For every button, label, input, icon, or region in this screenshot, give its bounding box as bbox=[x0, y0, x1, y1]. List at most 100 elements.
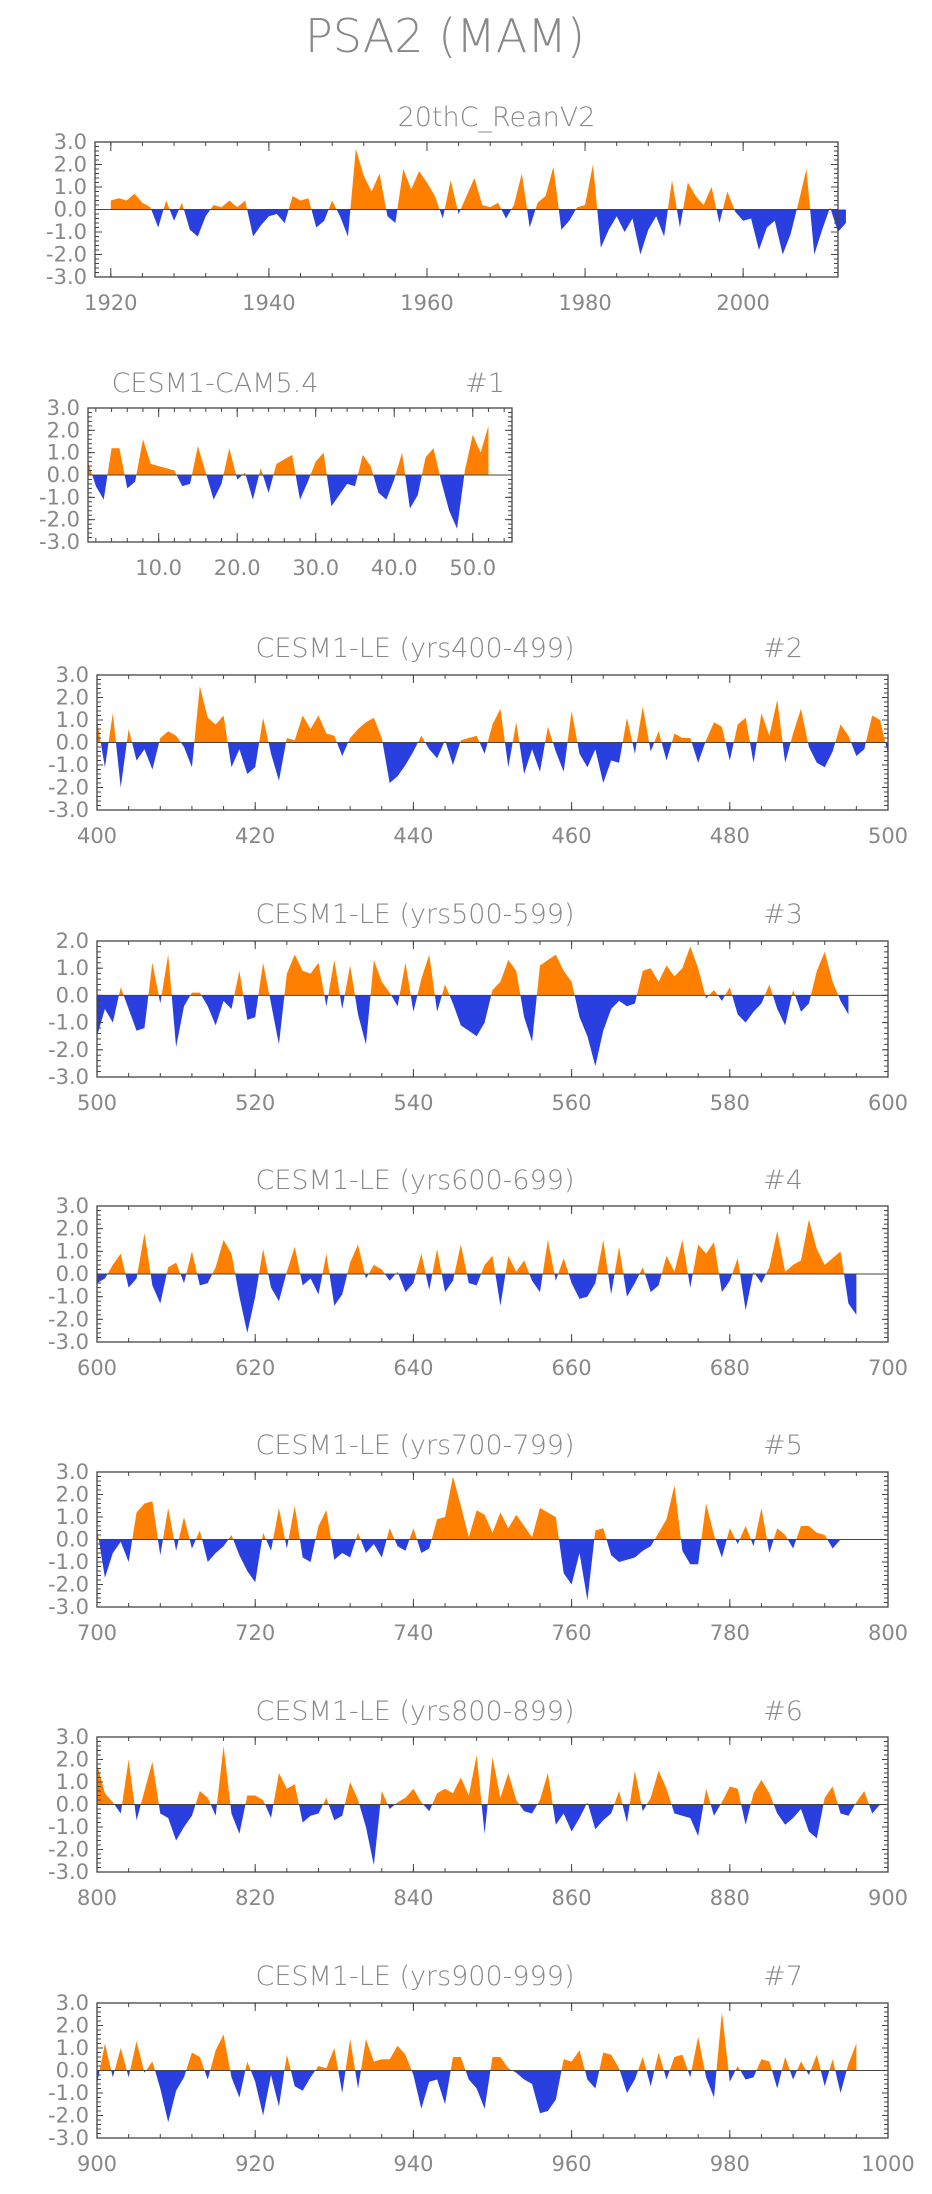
negative-area-30 bbox=[574, 995, 637, 1067]
positive-area-2 bbox=[122, 1759, 135, 1805]
negative-area-26 bbox=[441, 1274, 455, 1293]
negative-area-25 bbox=[519, 742, 546, 774]
negative-area-31 bbox=[622, 1804, 630, 1823]
x-tick-label: 600 bbox=[868, 1091, 908, 1115]
negative-area-10 bbox=[204, 2070, 211, 2080]
negative-area-33 bbox=[810, 209, 830, 255]
positive-area-36 bbox=[671, 733, 692, 743]
positive-area-44 bbox=[790, 708, 808, 743]
negative-area-21 bbox=[479, 742, 488, 754]
y-tick-label: 2.0 bbox=[54, 153, 87, 177]
panel-title: CESM1-CAM5.4 bbox=[112, 368, 319, 399]
positive-area-29 bbox=[481, 1255, 496, 1274]
panel-run-label: #1 bbox=[465, 368, 505, 399]
negative-area-33 bbox=[649, 742, 655, 752]
y-tick-label: -2.0 bbox=[48, 1838, 89, 1862]
negative-area-21 bbox=[527, 209, 536, 228]
positive-area-19 bbox=[370, 960, 392, 996]
positive-area-17 bbox=[347, 1244, 365, 1274]
y-tick-label: 3.0 bbox=[56, 1460, 89, 1484]
negative-area-14 bbox=[300, 1274, 323, 1295]
negative-area-10 bbox=[243, 995, 259, 1020]
negative-area-36 bbox=[732, 995, 765, 1023]
positive-area-22 bbox=[487, 708, 505, 743]
negative-area-40 bbox=[795, 995, 811, 1012]
positive-area-25 bbox=[490, 2057, 513, 2071]
positive-area-26 bbox=[667, 180, 677, 210]
negative-area-13 bbox=[336, 742, 349, 756]
panel-run-label: #4 bbox=[763, 1165, 803, 1196]
x-tick-label: 680 bbox=[710, 1356, 750, 1380]
x-tick-label: 980 bbox=[710, 2152, 750, 2176]
positive-area-24 bbox=[512, 722, 520, 743]
positive-area-35 bbox=[558, 1258, 569, 1274]
negative-area-38 bbox=[704, 2070, 717, 2098]
negative-area-36 bbox=[687, 2070, 692, 2078]
positive-area-14 bbox=[397, 169, 440, 210]
negative-area-5 bbox=[176, 475, 192, 487]
positive-area-6 bbox=[178, 1517, 190, 1540]
negative-area-4 bbox=[150, 1274, 167, 1304]
negative-area-11 bbox=[268, 742, 287, 781]
negative-area-39 bbox=[741, 1804, 751, 1825]
negative-area-17 bbox=[326, 475, 358, 507]
negative-area-6 bbox=[143, 2070, 147, 2073]
x-tick-label: 20.0 bbox=[214, 556, 261, 580]
negative-area-8 bbox=[155, 2070, 187, 2123]
positive-area-22 bbox=[535, 166, 559, 210]
negative-area-34 bbox=[717, 995, 726, 1001]
positive-area-45 bbox=[692, 1242, 720, 1274]
positive-area-10 bbox=[228, 1535, 234, 1540]
positive-area-51 bbox=[765, 1219, 844, 1274]
negative-area-4 bbox=[126, 2070, 131, 2078]
negative-area-30 bbox=[619, 2070, 639, 2093]
negative-area-29 bbox=[588, 1804, 615, 1830]
negative-area-28 bbox=[520, 995, 537, 1042]
y-tick-label: 3.0 bbox=[56, 1725, 89, 1749]
y-tick-label: 0.0 bbox=[56, 1262, 89, 1286]
positive-area-44 bbox=[855, 1791, 870, 1805]
panel-run-label: #6 bbox=[763, 1696, 803, 1727]
negative-area-27 bbox=[552, 1804, 587, 1832]
positive-area-28 bbox=[567, 711, 578, 743]
negative-area-13 bbox=[386, 209, 398, 223]
y-tick-label: -3.0 bbox=[48, 1860, 89, 1884]
positive-area-20 bbox=[395, 452, 406, 475]
x-tick-label: 1940 bbox=[242, 291, 295, 315]
positive-area-35 bbox=[725, 987, 733, 996]
positive-area-47 bbox=[732, 1258, 741, 1274]
positive-area-0 bbox=[97, 720, 101, 743]
positive-area-21 bbox=[395, 1271, 399, 1274]
x-tick-label: 480 bbox=[710, 824, 750, 848]
positive-area-10 bbox=[245, 1795, 266, 1805]
y-tick-label: 0.0 bbox=[56, 2059, 89, 2083]
positive-area-45 bbox=[781, 2057, 790, 2071]
positive-area-8 bbox=[195, 1530, 203, 1540]
negative-area-6 bbox=[171, 995, 191, 1048]
y-tick-label: -2.0 bbox=[48, 1573, 89, 1597]
negative-area-8 bbox=[201, 995, 235, 1026]
negative-area-42 bbox=[644, 1274, 662, 1293]
y-tick-label: 1.0 bbox=[54, 175, 87, 199]
negative-area-13 bbox=[262, 475, 274, 493]
positive-area-30 bbox=[722, 191, 735, 210]
positive-area-41 bbox=[810, 951, 839, 996]
positive-area-36 bbox=[703, 1788, 711, 1805]
x-tick-label: 30.0 bbox=[292, 556, 339, 580]
positive-area-42 bbox=[796, 1526, 828, 1540]
panel-run-label: #7 bbox=[763, 1961, 803, 1992]
negative-area-37 bbox=[750, 1539, 755, 1547]
negative-area-48 bbox=[806, 2070, 811, 2075]
negative-area-32 bbox=[646, 2070, 655, 2087]
negative-area-25 bbox=[519, 1804, 538, 1814]
negative-area-1 bbox=[114, 1804, 123, 1814]
y-tick-label: 1.0 bbox=[56, 708, 89, 732]
positive-area-30 bbox=[654, 1485, 681, 1540]
positive-area-13 bbox=[284, 954, 325, 996]
positive-area-4 bbox=[136, 439, 177, 475]
positive-area-23 bbox=[417, 954, 435, 996]
x-tick-label: 460 bbox=[552, 824, 592, 848]
negative-area-44 bbox=[687, 1274, 693, 1288]
negative-area-7 bbox=[247, 209, 289, 237]
negative-area-24 bbox=[425, 1274, 433, 1290]
